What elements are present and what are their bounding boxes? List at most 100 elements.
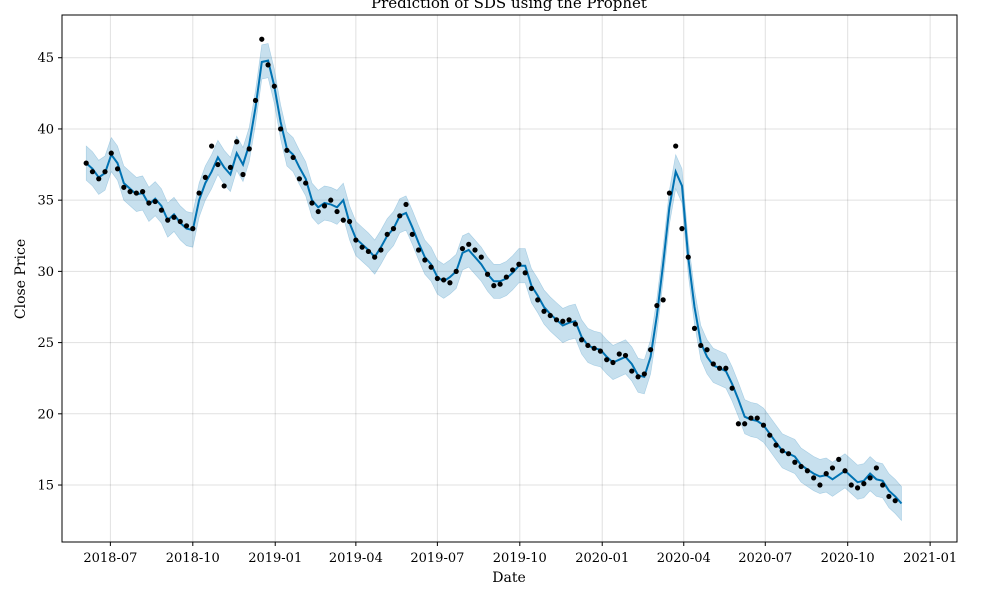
actual-point <box>252 97 259 104</box>
actual-point <box>466 241 472 247</box>
actual-point <box>215 161 221 168</box>
actual-point <box>403 201 409 208</box>
actual-point <box>246 146 252 152</box>
actual-points <box>83 36 898 504</box>
y-axis-label: Close Price <box>13 239 29 319</box>
actual-point <box>334 208 340 215</box>
actual-point <box>284 147 290 153</box>
actual-point <box>604 357 610 363</box>
actual-point <box>321 203 328 209</box>
actual-point <box>171 214 177 220</box>
actual-point <box>760 422 767 428</box>
actual-point <box>823 471 829 477</box>
x-tick-label: 2018-07 <box>83 551 137 566</box>
actual-point <box>685 254 691 260</box>
actual-point <box>503 274 509 280</box>
actual-point <box>196 190 202 196</box>
y-axis-ticks: 15 20 25 30 35 40 45 <box>37 51 62 494</box>
actual-point <box>277 126 284 132</box>
actual-point <box>140 189 146 195</box>
gridlines <box>62 15 957 542</box>
actual-point <box>591 345 597 351</box>
actual-point <box>779 448 785 454</box>
actual-point <box>867 475 873 481</box>
plot-area <box>83 36 903 522</box>
actual-point <box>629 368 635 374</box>
actual-point <box>641 371 647 377</box>
actual-point <box>384 231 390 237</box>
y-tick-label: 40 <box>37 122 54 137</box>
actual-point <box>447 280 453 286</box>
actual-point <box>190 226 196 232</box>
chart-title: Prediction of SDS using the Prophet <box>371 0 647 12</box>
actual-point <box>817 482 823 488</box>
x-tick-label: 2020-10 <box>821 551 875 566</box>
x-tick-label: 2020-01 <box>575 551 629 566</box>
actual-point <box>854 485 861 491</box>
actual-point <box>146 200 152 206</box>
x-tick-label: 2019-04 <box>329 551 383 566</box>
actual-point <box>836 456 842 462</box>
x-tick-label: 2019-10 <box>493 551 547 566</box>
actual-point <box>359 244 365 250</box>
actual-point <box>108 150 114 156</box>
actual-point <box>579 337 585 343</box>
actual-point <box>873 465 879 471</box>
actual-point <box>861 481 867 487</box>
actual-point <box>83 160 89 166</box>
x-axis-ticks: 2018-07 2018-10 2019-01 2019-04 2019-07 2019-… <box>83 542 957 566</box>
actual-point <box>409 231 415 237</box>
forecast-line <box>85 59 903 505</box>
actual-point <box>829 465 836 471</box>
x-tick-label: 2019-07 <box>410 551 464 566</box>
y-tick-label: 15 <box>37 479 54 494</box>
actual-point <box>240 171 246 178</box>
plot-frame <box>61 14 958 543</box>
x-tick-label: 2020-04 <box>657 551 711 566</box>
actual-point <box>892 498 898 504</box>
actual-point <box>127 189 133 195</box>
actual-point <box>842 468 848 474</box>
actual-point <box>353 237 359 243</box>
actual-point <box>735 421 742 427</box>
actual-point <box>372 254 378 260</box>
actual-point <box>259 36 265 42</box>
actual-point <box>886 493 892 500</box>
actual-point <box>553 317 560 323</box>
actual-point <box>227 164 234 171</box>
actual-point <box>340 217 346 223</box>
actual-point <box>89 169 96 175</box>
actual-point <box>303 180 309 186</box>
actual-point <box>234 139 240 145</box>
x-tick-label: 2021-01 <box>903 551 957 566</box>
actual-point <box>585 342 591 349</box>
x-tick-label: 2019-01 <box>248 551 302 566</box>
actual-point <box>428 264 434 270</box>
actual-point <box>472 247 478 253</box>
actual-point <box>309 200 315 206</box>
actual-point <box>635 374 641 380</box>
actual-point <box>792 459 798 465</box>
actual-point <box>716 365 723 371</box>
actual-point <box>742 421 748 427</box>
actual-point <box>133 190 139 196</box>
actual-point <box>616 351 622 357</box>
actual-point <box>209 143 215 149</box>
actual-point <box>365 248 371 255</box>
actual-point <box>679 226 685 232</box>
actual-point <box>422 257 428 263</box>
actual-point <box>660 297 666 303</box>
x-tick-label: 2018-10 <box>166 551 220 566</box>
actual-point <box>96 176 102 182</box>
actual-point <box>547 312 553 319</box>
actual-point <box>397 213 403 219</box>
actual-point <box>441 277 447 283</box>
actual-point <box>848 482 854 488</box>
actual-point <box>177 218 183 225</box>
actual-point <box>528 285 535 292</box>
actual-point <box>121 184 127 190</box>
actual-point <box>221 183 227 189</box>
actual-point <box>654 302 660 309</box>
actual-point <box>754 415 760 421</box>
actual-point <box>880 482 886 488</box>
